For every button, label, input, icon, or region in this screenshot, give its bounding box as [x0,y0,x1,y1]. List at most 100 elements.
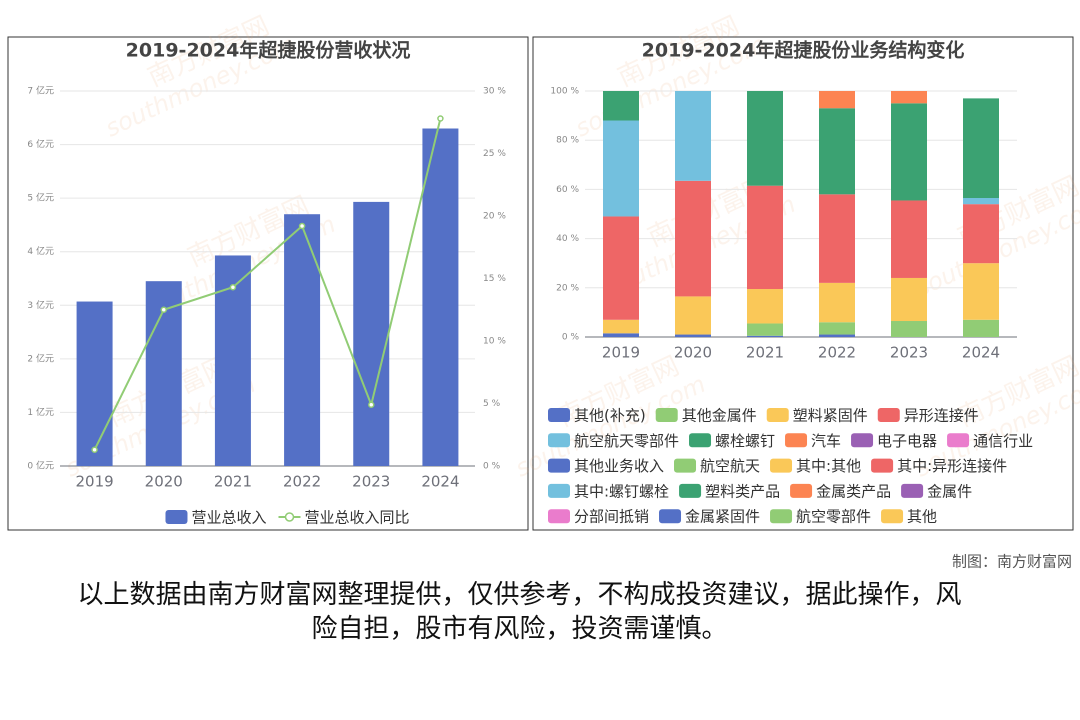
legend-label: 其他(补充) [574,407,646,425]
x-tick-label: 2023 [352,473,390,491]
x-tick-label: 2021 [214,473,252,491]
legend-item: 航空航天零部件 [548,432,679,450]
y-tick-label: 5 亿元 [27,192,54,204]
legend-marker [674,458,697,473]
legend-label: 航空航天零部件 [574,432,679,450]
legend-label: 分部间抵销 [574,508,649,526]
line-point [437,115,444,122]
legend-item: 螺栓螺钉 [689,432,775,450]
y2-tick-label: 15 % [483,274,506,284]
bar [747,91,783,186]
disclaimer: 以上数据由南方财富网整理提供，仅供参考，不构成投资建议，据此操作，风险自担，股市… [77,580,962,644]
legend-item: 其他业务收入 [548,457,664,475]
legend-marker [548,408,570,422]
legend-marker [659,509,682,524]
legend-item: 金属件 [901,482,972,500]
legend-marker [947,433,970,448]
bar [675,334,711,337]
legend-label: 金属类产品 [816,482,891,500]
legend-item: 其中:其他 [770,457,861,475]
y-tick-label: 6 亿元 [27,138,54,150]
legend-marker [548,433,570,448]
legend-marker [770,458,793,473]
line-point [229,284,237,291]
legend-marker [165,510,188,524]
legend-label: 其他金属件 [682,407,757,425]
panel-border [532,36,1074,531]
bar [819,194,855,283]
bar [891,91,927,104]
legend-item: 汽车 [785,432,841,450]
bar [675,91,711,181]
legend-label: 航空航天 [700,457,760,475]
legend-label: 塑料类产品 [705,482,780,500]
line [93,118,442,451]
legend-item: 金属紧固件 [659,508,760,526]
bar [284,214,321,466]
legend-marker [770,509,793,524]
legend-marker [851,433,874,448]
y2-tick-label: 25 % [483,149,506,159]
bar [675,180,711,297]
bar [963,263,999,320]
legend-label: 其中:其他 [796,457,861,475]
x-tick-label: 2022 [818,344,856,362]
legend-item: 塑料紧固件 [766,407,868,425]
x-tick-label: 2019 [602,344,640,362]
legend-item: 其他(补充) [548,407,646,425]
bar [891,200,927,278]
legend-label: 其中:螺钉螺栓 [574,482,669,500]
line-point [91,446,98,453]
legend-item: 航空航天 [674,457,760,475]
bar [891,321,927,337]
legend-item: 异形连接件 [877,407,979,425]
legend-item: 电子电器 [851,432,937,450]
legend-label: 金属件 [927,482,972,500]
y2-tick-label: 0 % [483,462,501,472]
x-tick-label: 2024 [421,473,459,491]
x-tick-label: 2024 [962,344,1000,362]
y-tick-label: 20 % [556,283,579,293]
y2-tick-label: 30 % [483,87,506,97]
y2-tick-label: 20 % [483,212,506,222]
legend-item: 营业总收入 [165,509,267,527]
legend-label: 电子电器 [877,432,937,450]
y-tick-label: 60 % [556,185,579,195]
bar [603,319,639,334]
bar [747,185,783,290]
legend-label: 金属紧固件 [685,508,760,526]
legend-marker [548,458,570,473]
y-tick-label: 0 % [562,333,580,343]
y-tick-label: 2 亿元 [27,352,54,364]
x-tick-label: 2021 [746,344,784,362]
bar [76,301,113,466]
bar [603,333,639,337]
legend-label: 通信行业 [973,432,1033,450]
bar [422,128,459,466]
bar [819,108,855,195]
legend-item: 营业总收入同比 [278,509,410,527]
legend-item: 通信行业 [947,432,1033,450]
legend-label: 营业总收入 [191,509,266,527]
bar [603,91,639,121]
x-tick-label: 2019 [75,473,113,491]
legend-marker [790,483,813,498]
chart-title: 2019-2024年超捷股份营收状况 [126,39,411,62]
bar [819,282,855,323]
legend-marker [877,408,900,422]
bar [963,198,999,205]
legend-item: 其中:异形连接件 [871,457,1007,475]
x-tick-label: 2020 [145,473,183,491]
legend-marker [284,512,295,522]
chart-title: 2019-2024年超捷股份业务结构变化 [642,39,965,62]
bar [603,216,639,320]
bar [963,319,999,337]
legend-marker [766,408,789,422]
legend-marker [881,509,904,524]
legend-label: 螺栓螺钉 [715,432,775,450]
y2-tick-label: 10 % [483,337,506,347]
legend-marker [785,433,808,448]
legend-label: 营业总收入同比 [305,509,410,527]
legend-item: 其他金属件 [655,407,757,425]
